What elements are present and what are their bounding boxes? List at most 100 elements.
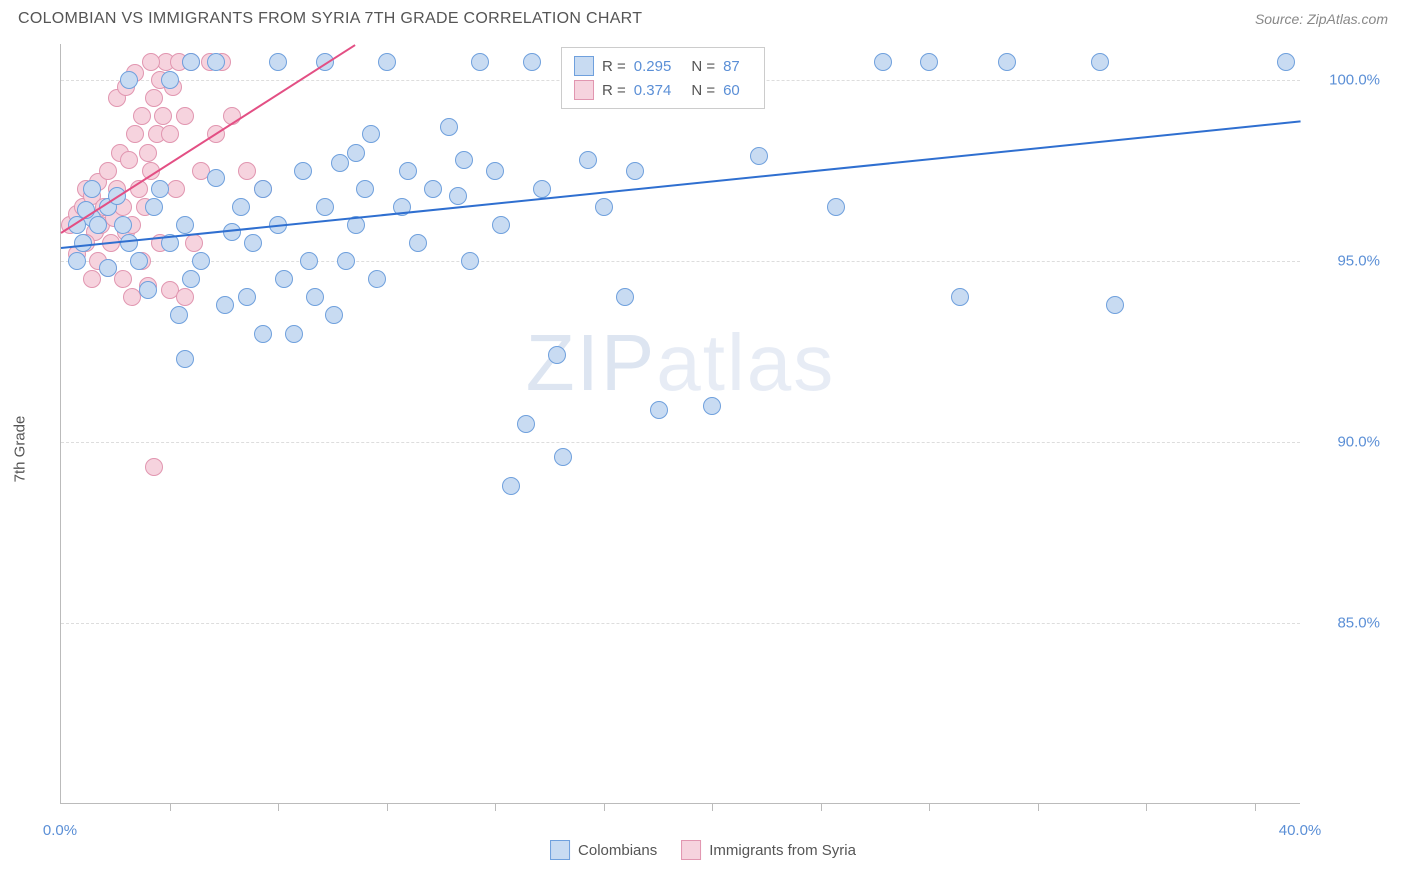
scatter-point [331, 154, 349, 172]
plot-area: ZIPatlas 85.0%90.0%95.0%100.0%R =0.295N … [60, 44, 1300, 804]
y-tick-label: 95.0% [1310, 253, 1380, 270]
scatter-point [502, 477, 520, 495]
scatter-point [554, 448, 572, 466]
scatter-point [920, 53, 938, 71]
scatter-point [533, 180, 551, 198]
scatter-point [492, 216, 510, 234]
scatter-point [161, 71, 179, 89]
gridline [61, 261, 1300, 262]
scatter-point [325, 306, 343, 324]
scatter-point [238, 288, 256, 306]
scatter-point [114, 270, 132, 288]
x-tick [495, 803, 496, 811]
scatter-point [998, 53, 1016, 71]
scatter-point [130, 252, 148, 270]
trend-line [61, 120, 1301, 249]
scatter-point [99, 259, 117, 277]
scatter-point [238, 162, 256, 180]
scatter-point [1091, 53, 1109, 71]
scatter-point [517, 415, 535, 433]
x-tick [278, 803, 279, 811]
chart-container: 7th Grade ZIPatlas 85.0%90.0%95.0%100.0%… [0, 34, 1406, 864]
chart-source: Source: ZipAtlas.com [1255, 11, 1388, 27]
legend-swatch [550, 840, 570, 860]
gridline [61, 442, 1300, 443]
scatter-point [951, 288, 969, 306]
scatter-point [378, 53, 396, 71]
scatter-point [216, 296, 234, 314]
scatter-point [1106, 296, 1124, 314]
scatter-point [523, 53, 541, 71]
scatter-point [244, 234, 262, 252]
x-tick [821, 803, 822, 811]
scatter-point [145, 458, 163, 476]
scatter-point [409, 234, 427, 252]
scatter-point [750, 147, 768, 165]
legend-r-label: R = [602, 58, 626, 75]
x-tick [929, 803, 930, 811]
scatter-point [182, 53, 200, 71]
x-tick [1146, 803, 1147, 811]
legend-bottom: ColombiansImmigrants from Syria [550, 840, 856, 860]
legend-n-value: 60 [723, 82, 740, 99]
x-tick [712, 803, 713, 811]
scatter-point [650, 401, 668, 419]
scatter-point [151, 180, 169, 198]
scatter-point [99, 162, 117, 180]
legend-swatch [681, 840, 701, 860]
scatter-point [207, 53, 225, 71]
scatter-point [316, 198, 334, 216]
chart-header: COLOMBIAN VS IMMIGRANTS FROM SYRIA 7TH G… [0, 0, 1406, 34]
scatter-point [126, 125, 144, 143]
scatter-point [68, 252, 86, 270]
scatter-point [285, 325, 303, 343]
scatter-point [306, 288, 324, 306]
scatter-point [356, 180, 374, 198]
legend-r-label: R = [602, 82, 626, 99]
x-tick [604, 803, 605, 811]
correlation-legend: R =0.295N =87R =0.374N =60 [561, 47, 765, 109]
scatter-point [139, 144, 157, 162]
scatter-point [461, 252, 479, 270]
scatter-point [616, 288, 634, 306]
scatter-point [145, 198, 163, 216]
scatter-point [161, 125, 179, 143]
scatter-point [114, 216, 132, 234]
scatter-point [182, 270, 200, 288]
scatter-point [579, 151, 597, 169]
scatter-point [337, 252, 355, 270]
gridline [61, 623, 1300, 624]
trend-line [60, 44, 356, 234]
scatter-point [170, 306, 188, 324]
scatter-point [176, 350, 194, 368]
y-tick-label: 100.0% [1310, 72, 1380, 89]
legend-row: R =0.295N =87 [574, 54, 752, 78]
scatter-point [424, 180, 442, 198]
legend-n-label: N = [691, 82, 715, 99]
scatter-point [154, 107, 172, 125]
scatter-point [440, 118, 458, 136]
legend-item: Immigrants from Syria [681, 840, 856, 860]
scatter-point [399, 162, 417, 180]
y-tick-label: 90.0% [1310, 434, 1380, 451]
scatter-point [362, 125, 380, 143]
legend-swatch [574, 56, 594, 76]
scatter-point [145, 89, 163, 107]
scatter-point [449, 187, 467, 205]
scatter-point [548, 346, 566, 364]
scatter-point [139, 281, 157, 299]
x-tick [1038, 803, 1039, 811]
scatter-point [207, 169, 225, 187]
legend-r-value: 0.295 [634, 58, 672, 75]
scatter-point [347, 144, 365, 162]
scatter-point [83, 270, 101, 288]
scatter-point [827, 198, 845, 216]
scatter-point [120, 151, 138, 169]
y-axis-label: 7th Grade [12, 416, 29, 483]
scatter-point [269, 53, 287, 71]
chart-title: COLOMBIAN VS IMMIGRANTS FROM SYRIA 7TH G… [18, 10, 642, 28]
scatter-point [254, 180, 272, 198]
legend-label: Immigrants from Syria [709, 842, 856, 859]
scatter-point [294, 162, 312, 180]
legend-row: R =0.374N =60 [574, 78, 752, 102]
